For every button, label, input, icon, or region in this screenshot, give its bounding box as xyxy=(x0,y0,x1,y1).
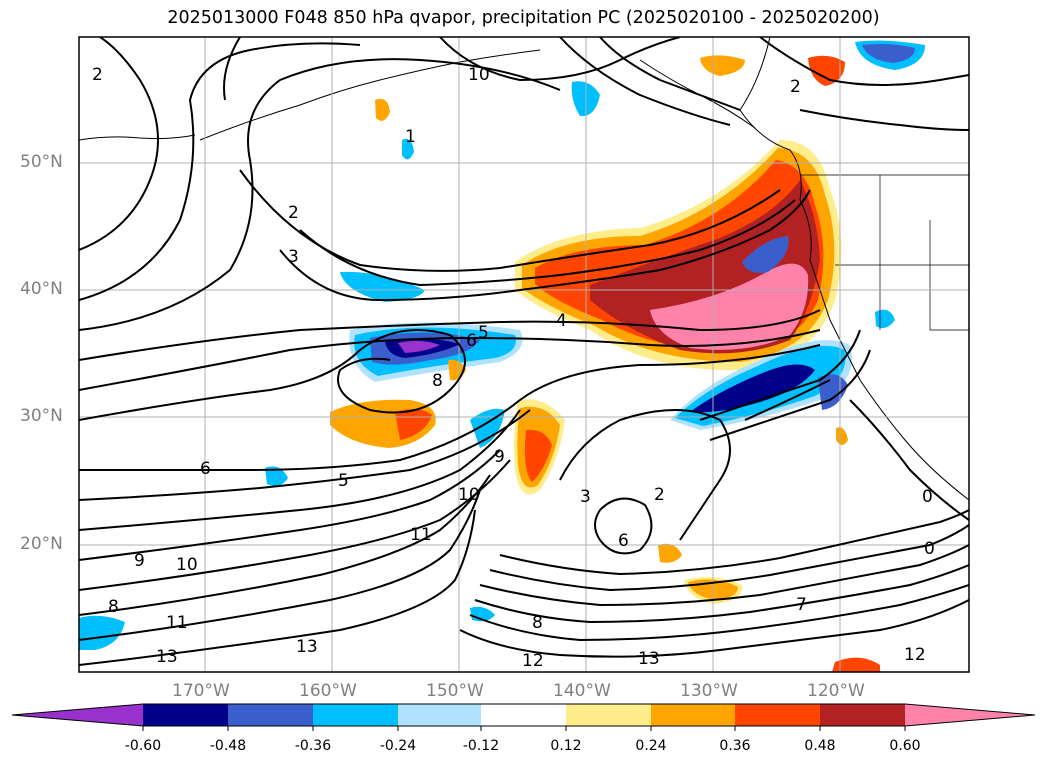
precip-red-c xyxy=(524,429,552,482)
colorbar-segment xyxy=(820,704,905,726)
colorbar-segment xyxy=(566,704,651,726)
qvapor-contours xyxy=(79,37,969,666)
contour-label: 2 xyxy=(654,485,665,505)
precip-cyan-g xyxy=(340,271,425,302)
lat-label: 30°N xyxy=(20,406,63,426)
precip-blue-e xyxy=(862,44,915,63)
contour-label: 5 xyxy=(478,323,489,343)
contour-label: 6 xyxy=(618,531,629,551)
contour-label: 13 xyxy=(156,647,178,667)
colorbar-segment xyxy=(228,704,313,726)
colorbar xyxy=(11,703,1036,731)
colorbar-tick-label: -0.36 xyxy=(294,738,332,754)
map-area: 2 10 1 2 3 4 5 6 8 5 6 9 10 11 3 2 6 8 7… xyxy=(79,37,969,672)
contour-label: 9 xyxy=(134,551,145,571)
colorbar-segment xyxy=(481,704,566,726)
precip-blue-k xyxy=(818,374,848,410)
lon-label: 160°W xyxy=(299,681,357,701)
contour-label: 12 xyxy=(522,651,544,671)
contour-label: 8 xyxy=(432,371,443,391)
colorbar-segment xyxy=(313,704,398,726)
contour-label: 2 xyxy=(288,203,299,223)
lat-label: 20°N xyxy=(20,534,63,554)
contour-label: 3 xyxy=(288,247,299,267)
precip-red-n xyxy=(832,657,880,672)
contour-label: 6 xyxy=(200,459,211,479)
colorbar-tick-label: -0.24 xyxy=(379,738,417,754)
colorbar-tick-label: 0.48 xyxy=(804,738,836,754)
colorbar-tick-label: 0.36 xyxy=(719,738,751,754)
colorbar-segment xyxy=(398,704,481,726)
contour-label: 9 xyxy=(494,447,505,467)
lon-label: 140°W xyxy=(553,681,611,701)
colorbar-tick-label: 0.12 xyxy=(550,738,582,754)
contour-label: 12 xyxy=(904,645,926,665)
contour-label: 6 xyxy=(466,331,477,351)
contour-label: 8 xyxy=(108,597,119,617)
contour-label: 8 xyxy=(532,613,543,633)
precip-red-e xyxy=(808,55,845,86)
precip-navy-b xyxy=(690,364,815,413)
lon-label: 150°W xyxy=(426,681,484,701)
precip-shading xyxy=(79,40,925,672)
contour-label: 10 xyxy=(458,485,480,505)
contour-label: 11 xyxy=(410,525,432,545)
colorbar-segment xyxy=(651,704,735,726)
lon-label: 130°W xyxy=(680,681,738,701)
lon-label: 170°W xyxy=(172,681,230,701)
colorbar-segment xyxy=(735,704,820,726)
contour-label: 0 xyxy=(922,487,933,507)
precip-orange-m xyxy=(658,543,682,563)
precip-orange-i xyxy=(375,98,390,121)
precip-cyan-r xyxy=(265,466,288,486)
contour-label: 0 xyxy=(924,539,935,559)
precip-orange-e xyxy=(700,55,745,76)
colorbar-tick-label: -0.60 xyxy=(124,738,162,754)
precip-cyan-j xyxy=(402,138,414,160)
contour-label: 7 xyxy=(796,595,807,615)
colorbar-segment xyxy=(143,704,228,726)
precip-purple-a xyxy=(398,340,440,353)
contour-label: 1 xyxy=(405,127,416,147)
contour-label: 10 xyxy=(176,555,198,575)
precip-blue-c xyxy=(742,236,789,273)
contour-label: 13 xyxy=(296,637,318,657)
plot-title: 2025013000 F048 850 hPa qvapor, precipit… xyxy=(167,8,880,28)
plot-frame xyxy=(78,36,970,673)
contour-label: 4 xyxy=(556,311,567,331)
precip-cyan-s xyxy=(875,309,895,328)
lat-label: 40°N xyxy=(20,279,63,299)
contour-label: 5 xyxy=(338,471,349,491)
contour-label: 13 xyxy=(638,649,660,669)
precip-cyan-l xyxy=(470,408,505,448)
colorbar-extend-right xyxy=(905,704,1035,726)
colorbar-tick-label: 0.60 xyxy=(889,738,921,754)
contour-label: 2 xyxy=(790,77,801,97)
contour-label: 3 xyxy=(580,487,591,507)
precip-orange-q xyxy=(836,427,848,445)
lat-label: 50°N xyxy=(20,152,63,172)
colorbar-tick-label: 0.24 xyxy=(635,738,667,754)
contour-label: 10 xyxy=(468,65,490,85)
colorbar-tick-label: -0.48 xyxy=(209,738,247,754)
precip-red-b xyxy=(395,409,432,440)
contour-labels: 2 10 1 2 3 4 5 6 8 5 6 9 10 11 3 2 6 8 7… xyxy=(92,65,935,671)
precip-cyan-o xyxy=(79,615,125,650)
lon-label: 120°W xyxy=(807,681,865,701)
colorbar-tick-label: -0.12 xyxy=(462,738,500,754)
colorbar-extend-left xyxy=(12,704,143,726)
contour-label: 2 xyxy=(92,65,103,85)
contour-label: 11 xyxy=(166,613,188,633)
